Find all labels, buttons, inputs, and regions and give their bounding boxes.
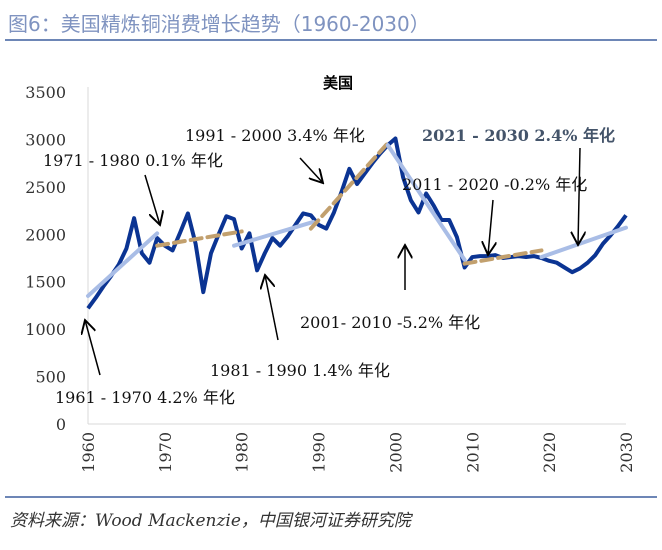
chart: 美国 0 500 1000 1500 2000 2500 3000 3500 1960 1970 19… (25, 74, 636, 473)
chart-title: 美国 (323, 74, 353, 92)
trend-line-2011-2020 (462, 248, 544, 266)
x-tick-label: 1990 (310, 432, 329, 473)
annotation-label: 1991 - 2000 3.4% 年化 (185, 126, 365, 145)
x-tick-label: 2030 (617, 432, 636, 473)
y-tick-label: 3500 (25, 83, 66, 102)
annotation-label: 1971 - 1980 0.1% 年化 (43, 151, 223, 170)
x-tick-label: 1980 (233, 432, 252, 473)
annotation-label: 2021 - 2030 2.4% 年化 (422, 126, 615, 145)
trend-line-2001-2010 (385, 143, 467, 262)
actual-consumption-line (86, 136, 628, 310)
x-tick-label: 1970 (156, 432, 175, 473)
y-tick-label: 2000 (25, 225, 66, 244)
x-tick-label: 1960 (79, 432, 98, 473)
y-tick-label: 2500 (25, 178, 66, 197)
trend-line-1981-1990 (232, 219, 316, 248)
annotation-label: 1981 - 1990 1.4% 年化 (210, 361, 390, 380)
y-tick-label: 0 (56, 415, 66, 434)
y-tick-label: 1500 (25, 273, 66, 292)
trend-line-1991-2000 (308, 141, 390, 231)
annotation-arrow (578, 147, 580, 245)
figure-title: 图6：美国精炼铜消费增长趋势（1960-2030） (8, 12, 430, 36)
annotation-arrow (299, 157, 323, 183)
trend-line-2021-2030 (539, 225, 628, 260)
trend-line-1961-1970 (86, 231, 160, 298)
x-tick-label: 2020 (540, 432, 559, 473)
y-tick-label: 1000 (25, 320, 66, 339)
annotation-label: 2011 - 2020 -0.2% 年化 (402, 175, 587, 194)
y-tick-label: 3000 (25, 130, 66, 149)
trend-line-1971-1980 (155, 229, 244, 248)
annotation-arrow (265, 275, 279, 341)
annotation-arrow (85, 320, 101, 376)
annotation-arrow (144, 174, 160, 225)
x-tick-label: 2010 (463, 432, 482, 473)
annotation-arrow (488, 199, 493, 255)
source-note: 资料来源：Wood Mackenzie，中国银河证券研究院 (10, 511, 411, 531)
bottom-divider (5, 496, 657, 498)
annotation-label: 2001- 2010 -5.2% 年化 (300, 313, 480, 332)
top-divider (5, 39, 657, 41)
y-tick-label: 500 (35, 368, 66, 387)
x-tick-label: 2000 (386, 432, 405, 473)
annotation-label: 1961 - 1970 4.2% 年化 (55, 388, 235, 407)
